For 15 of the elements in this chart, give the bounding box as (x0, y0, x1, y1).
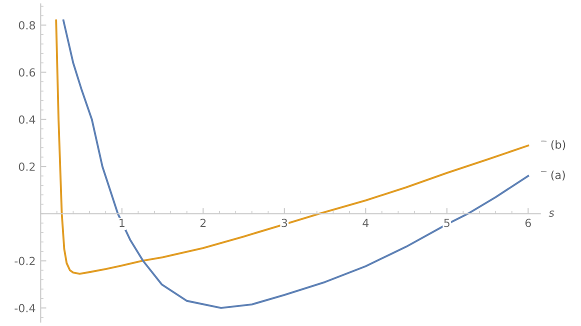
y-tick-label: 0.8 (18, 21, 36, 30)
text: (a) (551, 170, 565, 180)
y-tick-label: 0.2 (18, 162, 35, 171)
y-tick-label: 0.4 (18, 115, 36, 124)
y-tick-label: -0.2 (14, 256, 35, 266)
x-tick-label: 2 (200, 218, 206, 227)
x-axis-title: s (548, 210, 554, 217)
y-tick-label: 0.6 (18, 68, 36, 77)
x-tick-label: 1 (120, 218, 124, 227)
x-tick-label: 5 (444, 218, 450, 228)
text: (b) (551, 140, 566, 150)
x-tick-label: 4 (362, 218, 369, 227)
x-tick-label: 3 (282, 218, 288, 228)
y-tick-label: -0.4 (14, 304, 36, 312)
x-tick-label: 6 (525, 218, 531, 228)
